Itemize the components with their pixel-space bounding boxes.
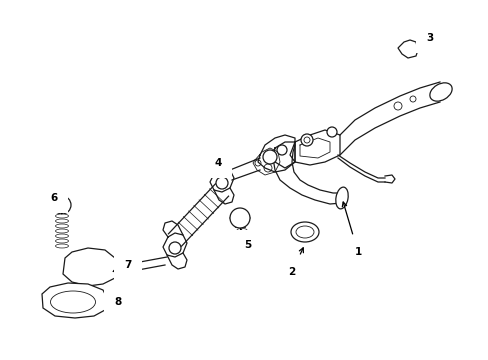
Text: 7: 7 [113,260,131,272]
Text: 4: 4 [214,158,221,171]
Ellipse shape [237,233,246,235]
Ellipse shape [237,237,246,239]
Ellipse shape [237,229,246,231]
Ellipse shape [55,234,68,238]
Text: 1: 1 [342,202,361,257]
Ellipse shape [335,187,347,209]
Ellipse shape [237,244,246,248]
Polygon shape [63,248,118,286]
Circle shape [326,127,336,137]
Circle shape [216,177,227,189]
Ellipse shape [429,83,451,101]
Polygon shape [42,283,108,318]
Ellipse shape [55,214,68,218]
Ellipse shape [237,248,246,252]
Ellipse shape [55,239,68,243]
Text: 3: 3 [422,33,433,49]
Ellipse shape [55,229,68,233]
Text: 2: 2 [288,248,303,277]
Circle shape [53,196,71,214]
Ellipse shape [55,244,68,248]
Circle shape [276,145,286,155]
Circle shape [304,137,309,143]
Text: 8: 8 [112,297,122,307]
Text: 5: 5 [240,229,251,250]
Ellipse shape [50,291,95,313]
Ellipse shape [237,240,246,243]
Circle shape [169,242,181,254]
Polygon shape [417,36,429,48]
Circle shape [229,208,249,228]
Polygon shape [397,40,417,58]
Circle shape [263,150,276,164]
Ellipse shape [55,219,68,223]
Text: 6: 6 [50,193,61,213]
Circle shape [301,134,312,146]
Ellipse shape [295,226,313,238]
Ellipse shape [290,222,318,242]
Ellipse shape [55,224,68,228]
